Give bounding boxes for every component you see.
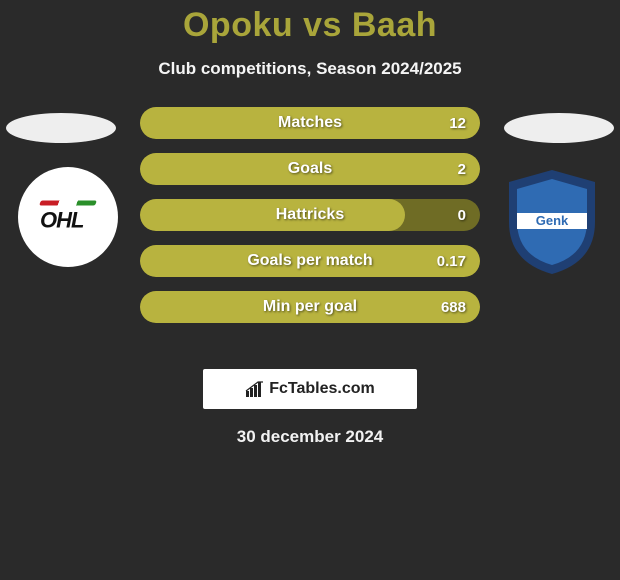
stat-value: 688 [441, 299, 466, 316]
stat-rows: Matches 12 Goals 2 Hattricks 0 Goals per… [140, 107, 480, 337]
stat-row: Goals 2 [140, 153, 480, 185]
page-title: Opoku vs Baah [0, 0, 620, 45]
subtitle: Club competitions, Season 2024/2025 [0, 59, 620, 79]
comparison-body: OHL Genk Matches 12 Goals 2 [0, 107, 620, 347]
club-badge-left: OHL [18, 167, 118, 267]
player-silhouette-right [504, 113, 614, 143]
date-line: 30 december 2024 [0, 427, 620, 447]
bar-chart-icon [245, 381, 265, 397]
player-silhouette-left [6, 113, 116, 143]
stat-value: 0.17 [437, 253, 466, 270]
stat-row: Hattricks 0 [140, 199, 480, 231]
ohl-logo: OHL [40, 201, 96, 234]
stat-row: Goals per match 0.17 [140, 245, 480, 277]
stat-label: Min per goal [140, 298, 480, 316]
svg-text:Genk: Genk [536, 213, 569, 228]
comparison-card: Opoku vs Baah Club competitions, Season … [0, 0, 620, 580]
stat-label: Matches [140, 114, 480, 132]
attribution-text: FcTables.com [269, 380, 375, 398]
stat-value: 0 [458, 207, 466, 224]
stat-value: 12 [449, 115, 466, 132]
stat-label: Goals [140, 160, 480, 178]
genk-shield-icon: Genk [502, 167, 602, 277]
stat-row: Matches 12 [140, 107, 480, 139]
stat-row: Min per goal 688 [140, 291, 480, 323]
attribution-badge: FcTables.com [203, 369, 417, 409]
club-badge-right: Genk [502, 167, 602, 267]
stat-value: 2 [458, 161, 466, 178]
stat-label: Hattricks [140, 206, 480, 224]
stat-label: Goals per match [140, 252, 480, 270]
